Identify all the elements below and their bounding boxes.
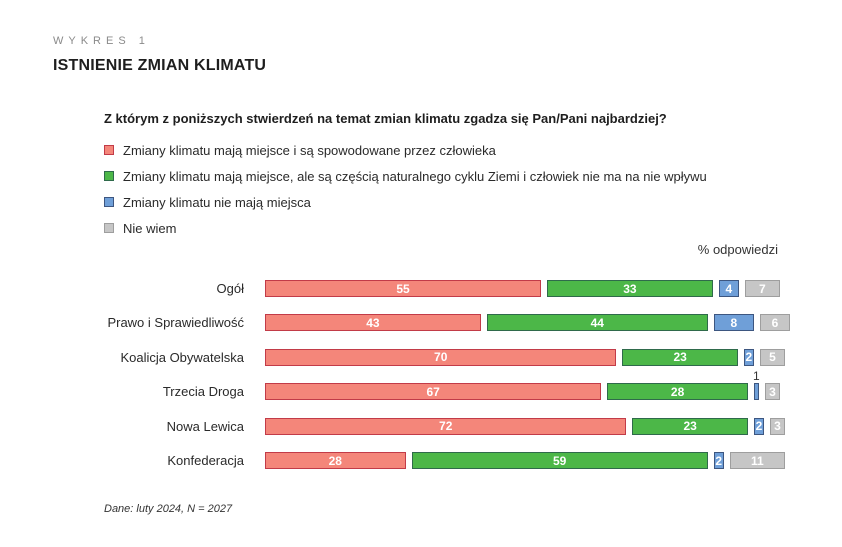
chart-question: Z którym z poniższych stwierdzeń na tema… bbox=[104, 111, 667, 126]
chart-kicker: WYKRES 1 bbox=[53, 35, 150, 47]
bar-segment-natural: 23 bbox=[632, 417, 748, 435]
legend-swatch-natural bbox=[104, 171, 114, 181]
bar-segment-natural: 59 bbox=[411, 452, 708, 469]
legend-item-dontknow: Nie wiem bbox=[104, 215, 707, 241]
bar-row: Konfederacja 28 59 2 11 bbox=[0, 452, 842, 469]
bar-segment-dontknow: 6 bbox=[759, 314, 790, 332]
legend-item-human: Zmiany klimatu mają miejsce i są spowodo… bbox=[104, 137, 707, 163]
row-label: Koalicja Obywatelska bbox=[120, 349, 244, 365]
legend-label: Zmiany klimatu nie mają miejsca bbox=[123, 194, 311, 210]
bar-row: Prawo i Sprawiedliwość 43 44 8 6 bbox=[0, 314, 842, 332]
bar-segment-none: 2 bbox=[753, 417, 764, 435]
bar-segment-none: 1 bbox=[753, 369, 760, 401]
chart-title: ISTNIENIE ZMIAN KLIMATU bbox=[53, 57, 267, 74]
bar-segment-human: 55 bbox=[265, 280, 542, 297]
bar-segment-natural: 28 bbox=[607, 383, 748, 401]
legend-swatch-human bbox=[104, 145, 114, 155]
row-label: Nowa Lewica bbox=[166, 418, 244, 434]
row-label: Ogół bbox=[216, 281, 244, 296]
row-label: Trzecia Droga bbox=[162, 384, 244, 400]
legend-item-none: Zmiany klimatu nie mają miejsca bbox=[104, 189, 707, 215]
unit-label: % odpowiedzi bbox=[697, 242, 778, 257]
bar-segment-none: 4 bbox=[718, 280, 739, 297]
bar-segment-dontknow: 3 bbox=[764, 383, 780, 401]
bar-segment-dontknow: 11 bbox=[729, 452, 785, 469]
bar-segment-natural: 33 bbox=[547, 280, 713, 297]
bar-segment-natural: 44 bbox=[486, 314, 708, 332]
bar-segment-human: 72 bbox=[265, 417, 627, 435]
bar-segment-human: 70 bbox=[265, 348, 617, 366]
bar-row: Nowa Lewica 72 23 2 3 bbox=[0, 417, 842, 435]
bar-segment-human: 43 bbox=[265, 314, 481, 332]
bar-segment-dontknow: 7 bbox=[744, 280, 780, 297]
legend: Zmiany klimatu mają miejsce i są spowodo… bbox=[104, 137, 707, 241]
legend-label: Zmiany klimatu mają miejsce i są spowodo… bbox=[123, 142, 496, 158]
footnote: Dane: luty 2024, N = 2027 bbox=[104, 503, 233, 515]
bar-segment-natural: 23 bbox=[622, 348, 738, 366]
bar-segment-dontknow: 5 bbox=[759, 348, 785, 366]
legend-swatch-none bbox=[104, 197, 114, 207]
row-label: Prawo i Sprawiedliwość bbox=[107, 315, 244, 331]
legend-item-natural: Zmiany klimatu mają miejsce, ale są częś… bbox=[104, 163, 707, 189]
bar-row: Koalicja Obywatelska 70 23 2 5 bbox=[0, 348, 842, 366]
bar-segment-none: 8 bbox=[713, 314, 754, 332]
bar-segment-human: 67 bbox=[265, 383, 602, 401]
bar-segment-none: 2 bbox=[743, 348, 754, 366]
legend-swatch-dontknow bbox=[104, 223, 114, 233]
row-label: Konfederacja bbox=[167, 453, 244, 468]
bar-segment-human: 28 bbox=[265, 452, 406, 469]
bar-segment-dontknow: 3 bbox=[769, 417, 785, 435]
bar-row: Ogół 55 33 4 7 bbox=[0, 280, 842, 297]
bar-segment-none: 2 bbox=[713, 452, 724, 469]
bar-row: Trzecia Droga 67 28 1 3 bbox=[0, 369, 842, 401]
legend-label: Zmiany klimatu mają miejsce, ale są częś… bbox=[123, 168, 707, 184]
legend-label: Nie wiem bbox=[123, 220, 177, 236]
